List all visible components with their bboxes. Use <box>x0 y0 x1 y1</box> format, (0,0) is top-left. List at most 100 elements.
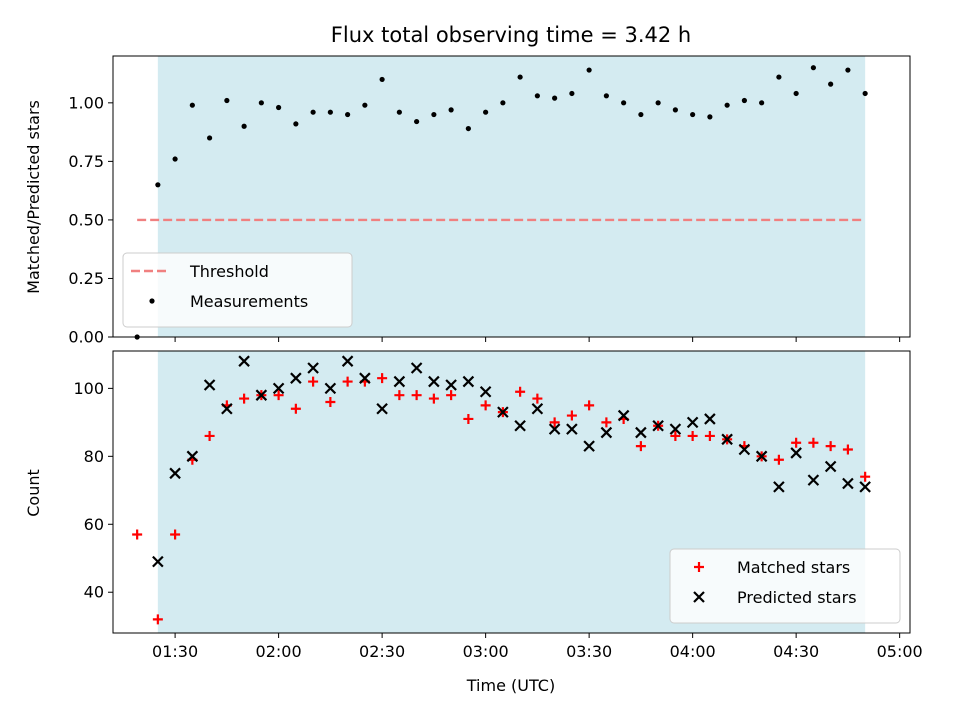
predicted-stars-point <box>790 447 802 459</box>
predicted-stars-point <box>203 379 216 391</box>
matched-stars-point <box>428 393 439 404</box>
measurement-point <box>672 107 678 113</box>
count-panel: 40 60 80 100 01:30 02:00 02:30 03:00 03:30 04:00 0… <box>73 350 923 661</box>
measurement-point <box>534 93 540 99</box>
measurement-point <box>500 100 506 106</box>
measurement-point <box>172 156 178 162</box>
predicted-stars-point <box>479 385 492 398</box>
predicted-stars-point <box>721 433 733 446</box>
y-tick-label: 0.00 <box>68 328 104 347</box>
measurement-point <box>241 123 247 129</box>
matched-stars-point <box>704 430 715 441</box>
matched-stars-point <box>635 441 646 452</box>
predicted-stars-point <box>221 402 233 415</box>
measurement-point <box>828 81 834 87</box>
predicted-stars-point <box>617 409 630 422</box>
y-tick-label: 0.50 <box>68 210 104 229</box>
matched-stars-point <box>549 417 560 428</box>
y-tick-label: 100 <box>73 379 104 398</box>
predicted-stars-point <box>807 474 820 486</box>
measurement-point <box>327 109 333 115</box>
measurement-point <box>224 97 230 104</box>
predicted-stars-point <box>324 382 337 395</box>
y-tick-label: 0.75 <box>68 152 104 171</box>
predicted-stars-point <box>169 467 181 480</box>
matched-stars-point <box>342 376 353 387</box>
measurement-point <box>724 102 730 108</box>
legend: Threshold Measurements <box>122 252 353 328</box>
measurement-point <box>517 74 523 80</box>
measurement-point <box>465 125 471 132</box>
measurement-point <box>345 111 351 118</box>
measurement-point <box>638 111 644 118</box>
measurement-point <box>862 90 868 97</box>
predicted-stars-point <box>462 375 475 388</box>
predicted-stars-point <box>859 481 871 493</box>
matched-stars-point <box>825 441 836 452</box>
measurement-point <box>776 74 782 80</box>
measurement-point <box>741 97 747 104</box>
predicted-stars-point <box>428 375 440 388</box>
matched-stars-point <box>842 444 853 455</box>
legend-box <box>669 548 901 624</box>
plot-frame <box>112 55 911 338</box>
matched-stars-point <box>808 437 819 448</box>
legend-measurements-swatch <box>149 298 155 304</box>
x-tick-label: 03:30 <box>566 642 612 661</box>
measurement-point <box>603 93 609 99</box>
predicted-stars-point <box>548 423 561 435</box>
plot-frame <box>112 350 911 634</box>
x-tick-label: 03:00 <box>463 642 509 661</box>
predicted-stars-point <box>445 379 457 391</box>
matched-stars-point <box>670 430 681 441</box>
x-tick-label: 02:30 <box>359 642 405 661</box>
chart-title: Flux total observing time = 3.42 h <box>331 23 691 47</box>
legend-matched-swatch <box>694 562 704 572</box>
matched-stars-point <box>584 400 595 411</box>
measurement-point <box>586 67 592 73</box>
matched-stars-point <box>446 390 457 401</box>
matched-stars-point <box>532 393 543 404</box>
measurement-point <box>207 135 213 141</box>
measurement-point <box>189 102 195 108</box>
matched-stars-point <box>411 390 422 401</box>
matched-stars-point <box>204 430 215 441</box>
measurement-point <box>155 182 161 188</box>
predicted-stars-point <box>152 555 164 568</box>
measurement-point <box>396 109 402 115</box>
predicted-stars-point <box>307 362 319 374</box>
measurement-point <box>362 102 368 108</box>
measurement-point <box>810 65 816 71</box>
matched-stars-point <box>170 529 181 540</box>
predicted-stars-point <box>531 402 544 415</box>
predicted-stars-point <box>842 477 854 490</box>
legend-series-label: Measurements <box>190 292 308 311</box>
predicted-stars-point <box>393 375 406 388</box>
predicted-stars-point <box>755 450 768 463</box>
predicted-stars-point <box>341 355 354 367</box>
measurement-point <box>448 107 454 113</box>
matched-stars-point <box>515 386 526 397</box>
measurement-point <box>793 90 799 97</box>
measurement-point <box>293 121 299 127</box>
measurement-point <box>310 109 316 115</box>
matched-stars-point <box>463 413 474 424</box>
predicted-stars-point <box>704 413 716 425</box>
measurement-point <box>690 111 696 118</box>
x-axis-label: Time (UTC) <box>466 676 555 695</box>
measurement-point <box>379 76 385 83</box>
predicted-stars-point <box>410 362 423 374</box>
predicted-stars-point <box>738 443 751 456</box>
measurement-point <box>431 111 437 118</box>
matched-stars-point <box>601 417 612 428</box>
legend-threshold-label: Threshold <box>189 262 269 281</box>
predicted-stars-point <box>583 440 595 452</box>
measurement-point <box>552 95 558 101</box>
matched-stars-point <box>273 390 284 401</box>
legend-predicted-swatch <box>693 591 705 603</box>
measurement-point <box>276 104 282 111</box>
predicted-stars-point <box>359 372 371 384</box>
predicted-stars-point <box>566 423 578 435</box>
y-tick-label: 80 <box>84 447 104 466</box>
y-tick-label: 0.25 <box>68 269 104 288</box>
